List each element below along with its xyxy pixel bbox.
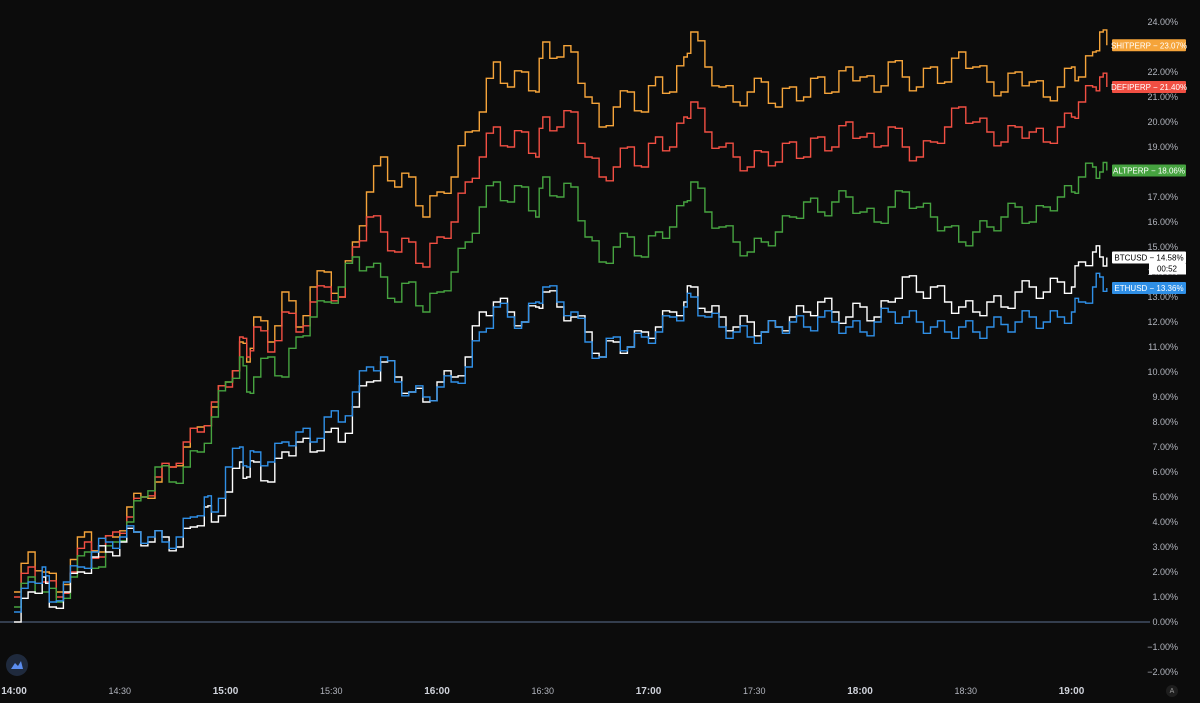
y-tick-label: 17.00%	[1147, 192, 1178, 202]
label-bg	[1112, 282, 1186, 294]
y-tick-label: 13.00%	[1147, 292, 1178, 302]
x-tick-label: 17:00	[636, 686, 662, 697]
label-text: ALTPERP − 18.06%	[1113, 167, 1185, 176]
last-value-label-ethusd: ETHUSD − 13.36%	[1112, 282, 1186, 294]
tradingview-logo-icon[interactable]	[6, 654, 28, 676]
last-value-label-defiperp: DEFIPERP − 21.40%	[1111, 81, 1187, 93]
y-tick-label: 5.00%	[1152, 492, 1178, 502]
cloud-chart-icon	[11, 661, 23, 669]
label-bg	[1112, 164, 1186, 177]
last-value-label-altperp: ALTPERP − 18.06%	[1112, 164, 1186, 177]
x-tick-label: 15:30	[320, 686, 343, 696]
y-tick-label: 16.00%	[1147, 217, 1178, 227]
y-tick-label: −2.00%	[1147, 667, 1178, 677]
y-tick-label: 2.00%	[1152, 567, 1178, 577]
y-tick-label: 3.00%	[1152, 542, 1178, 552]
y-tick-label: 11.00%	[1148, 342, 1178, 352]
y-tick-label: 4.00%	[1152, 517, 1178, 527]
x-tick-label: 17:30	[743, 686, 766, 696]
y-tick-label: 21.00%	[1147, 92, 1178, 102]
y-tick-label: −1.00%	[1147, 642, 1178, 652]
x-tick-label: 14:30	[108, 686, 131, 696]
label-bg	[1112, 251, 1186, 264]
x-tick-label: 18:30	[954, 686, 977, 696]
y-tick-label: 22.00%	[1147, 67, 1178, 77]
y-tick-label: 15.00%	[1147, 242, 1178, 252]
label-bg	[1112, 39, 1186, 52]
y-tick-label: 7.00%	[1152, 442, 1178, 452]
label-text: SHITPERP − 23.07%	[1111, 41, 1187, 50]
y-tick-label: 8.00%	[1152, 417, 1178, 427]
y-tick-label: 12.00%	[1147, 317, 1178, 327]
y-tick-label: 0.00%	[1152, 617, 1178, 627]
series-line-ethusd[interactable]	[14, 272, 1108, 613]
series-line-shitperp[interactable]	[14, 29, 1108, 593]
label-text: BTCUSD − 14.58%	[1114, 254, 1183, 263]
x-tick-label: 18:00	[847, 686, 873, 697]
x-tick-label: 15:00	[213, 686, 239, 697]
series-line-btcusd[interactable]	[14, 245, 1108, 623]
countdown-text: 00:52	[1157, 265, 1178, 274]
series-line-altperp[interactable]	[14, 161, 1108, 608]
last-value-label-shitperp: SHITPERP − 23.07%	[1111, 39, 1187, 52]
series-line-defiperp[interactable]	[14, 72, 1108, 598]
x-tick-label: 19:00	[1059, 686, 1085, 697]
label-text: ETHUSD − 13.36%	[1114, 284, 1183, 293]
y-tick-label: 6.00%	[1152, 467, 1178, 477]
y-tick-label: 24.00%	[1147, 17, 1178, 27]
x-tick-label: 16:30	[531, 686, 554, 696]
y-tick-label: 10.00%	[1147, 367, 1178, 377]
label-text: DEFIPERP − 21.40%	[1111, 83, 1187, 92]
y-tick-label: 20.00%	[1147, 117, 1178, 127]
last-value-label-btcusd: BTCUSD − 14.58% 00:52	[1112, 251, 1186, 275]
y-tick-label: 1.00%	[1152, 592, 1178, 602]
x-tick-label: 14:00	[1, 686, 27, 697]
y-tick-label: 19.00%	[1147, 142, 1178, 152]
countdown-bg	[1149, 263, 1186, 275]
auto-scale-button[interactable]: A	[1166, 685, 1178, 697]
label-bg	[1112, 81, 1186, 93]
y-tick-label: 9.00%	[1152, 392, 1178, 402]
x-tick-label: 16:00	[424, 686, 450, 697]
y-tick-label: 25.00%	[1147, 0, 1178, 2]
